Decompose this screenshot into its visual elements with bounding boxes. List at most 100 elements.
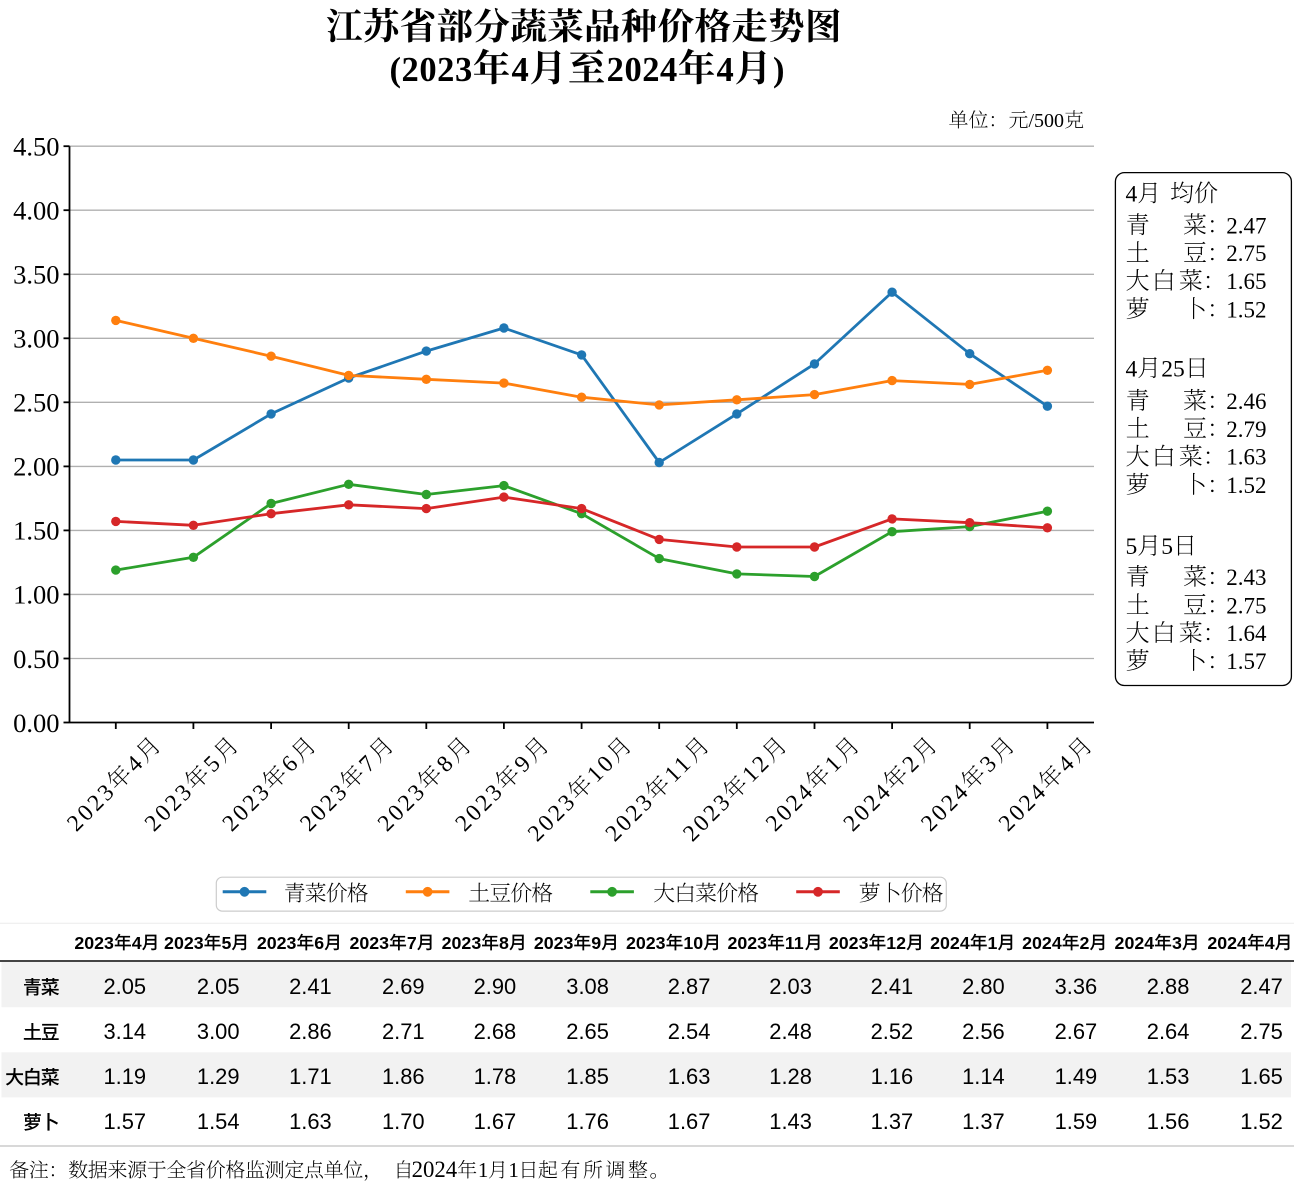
svg-text:11: 11 xyxy=(660,750,698,788)
svg-text:1.86: 1.86 xyxy=(382,1064,425,1089)
svg-text:1.50: 1.50 xyxy=(13,516,59,546)
svg-text:1.37: 1.37 xyxy=(871,1109,914,1134)
svg-text:5: 5 xyxy=(221,933,231,953)
svg-text:3.00: 3.00 xyxy=(197,1019,240,1044)
svg-text:2023: 2023 xyxy=(442,933,482,953)
svg-text:1.63: 1.63 xyxy=(1226,445,1266,470)
svg-text:2023: 2023 xyxy=(74,933,114,953)
svg-text:2.52: 2.52 xyxy=(871,1019,914,1044)
svg-text:0.00: 0.00 xyxy=(13,708,59,738)
svg-text:1.54: 1.54 xyxy=(197,1109,240,1134)
svg-text:1.57: 1.57 xyxy=(1226,649,1266,674)
svg-text:1.63: 1.63 xyxy=(289,1109,332,1134)
svg-text:2.47: 2.47 xyxy=(1240,974,1283,999)
svg-text:1.65: 1.65 xyxy=(1240,1064,1283,1089)
svg-text:2.41: 2.41 xyxy=(871,974,914,999)
svg-text:2024: 2024 xyxy=(412,1157,458,1182)
svg-text:3: 3 xyxy=(1172,933,1182,953)
svg-text:5: 5 xyxy=(1161,534,1173,560)
svg-text:2.47: 2.47 xyxy=(1226,213,1266,238)
svg-text:4.50: 4.50 xyxy=(13,132,59,162)
svg-text:2.69: 2.69 xyxy=(382,974,425,999)
svg-text:2023: 2023 xyxy=(257,933,297,953)
svg-text:4: 4 xyxy=(1265,933,1275,953)
svg-text:2.79: 2.79 xyxy=(1226,417,1266,442)
svg-text:11: 11 xyxy=(785,933,804,953)
svg-text:1.67: 1.67 xyxy=(474,1109,517,1134)
svg-text:1.78: 1.78 xyxy=(474,1064,517,1089)
svg-text:2023: 2023 xyxy=(373,778,432,837)
svg-text:2024: 2024 xyxy=(1022,933,1062,953)
svg-text:3.50: 3.50 xyxy=(13,260,59,290)
svg-text:1.85: 1.85 xyxy=(566,1064,609,1089)
svg-text:7: 7 xyxy=(407,933,417,953)
svg-text:1.16: 1.16 xyxy=(871,1064,914,1089)
svg-text:4: 4 xyxy=(132,933,142,953)
svg-text:2024: 2024 xyxy=(607,51,678,89)
svg-text:4.00: 4.00 xyxy=(13,196,59,226)
svg-text:2023: 2023 xyxy=(601,788,660,847)
svg-text:4: 4 xyxy=(717,51,735,89)
svg-text:2023: 2023 xyxy=(218,778,277,837)
svg-text:12: 12 xyxy=(886,933,906,953)
svg-text:2.03: 2.03 xyxy=(769,974,812,999)
svg-text:2023: 2023 xyxy=(728,933,768,953)
svg-text:2023: 2023 xyxy=(678,788,737,847)
svg-text:2.86: 2.86 xyxy=(289,1019,332,1044)
svg-text:): ) xyxy=(773,51,785,89)
svg-text:2023: 2023 xyxy=(450,778,509,837)
svg-text:2024: 2024 xyxy=(930,933,970,953)
svg-text:2.71: 2.71 xyxy=(382,1019,425,1044)
svg-text:4: 4 xyxy=(511,51,529,89)
svg-text:3.08: 3.08 xyxy=(566,974,609,999)
svg-text:2.41: 2.41 xyxy=(289,974,332,999)
svg-text:2.43: 2.43 xyxy=(1226,565,1266,590)
svg-text:2.05: 2.05 xyxy=(197,974,240,999)
svg-text:3.00: 3.00 xyxy=(13,324,59,354)
svg-text:10: 10 xyxy=(582,749,621,788)
svg-text:9: 9 xyxy=(591,933,601,953)
svg-text:2.75: 2.75 xyxy=(1226,241,1266,266)
svg-text:1.52: 1.52 xyxy=(1240,1109,1283,1134)
svg-text:2.75: 2.75 xyxy=(1240,1019,1283,1044)
svg-text:2.87: 2.87 xyxy=(668,974,711,999)
svg-text:1: 1 xyxy=(508,1158,519,1182)
svg-text:2.65: 2.65 xyxy=(566,1019,609,1044)
svg-text:1.65: 1.65 xyxy=(1226,269,1266,294)
svg-text:2.88: 2.88 xyxy=(1147,974,1190,999)
svg-text:2.48: 2.48 xyxy=(769,1019,812,1044)
svg-text:2.80: 2.80 xyxy=(962,974,1005,999)
svg-text:1: 1 xyxy=(478,1158,489,1182)
svg-text:5: 5 xyxy=(1126,534,1138,560)
svg-text:2.90: 2.90 xyxy=(474,974,517,999)
svg-text:2023: 2023 xyxy=(62,778,121,837)
svg-text:1.70: 1.70 xyxy=(382,1109,425,1134)
svg-text:2.46: 2.46 xyxy=(1226,389,1266,414)
svg-text:2024: 2024 xyxy=(994,778,1053,837)
svg-text:1.76: 1.76 xyxy=(566,1109,609,1134)
svg-text:4: 4 xyxy=(1126,356,1138,382)
svg-text:6: 6 xyxy=(314,933,324,953)
svg-text:1: 1 xyxy=(988,933,998,953)
svg-text:1.49: 1.49 xyxy=(1055,1064,1098,1089)
svg-text:2024: 2024 xyxy=(761,778,820,837)
svg-text:2023: 2023 xyxy=(626,933,666,953)
svg-text:2.64: 2.64 xyxy=(1147,1019,1190,1044)
svg-text:12: 12 xyxy=(737,749,776,788)
svg-text:2.54: 2.54 xyxy=(668,1019,711,1044)
svg-text:2.00: 2.00 xyxy=(13,452,59,482)
svg-text:1.52: 1.52 xyxy=(1226,473,1266,498)
svg-text:3.14: 3.14 xyxy=(103,1019,146,1044)
svg-text:2023: 2023 xyxy=(829,933,869,953)
svg-text:1.57: 1.57 xyxy=(103,1109,146,1134)
svg-text:1.59: 1.59 xyxy=(1055,1109,1098,1134)
svg-text:1.29: 1.29 xyxy=(197,1064,240,1089)
svg-text:/500: /500 xyxy=(1028,110,1064,132)
svg-text:10: 10 xyxy=(683,933,703,953)
svg-text:1.53: 1.53 xyxy=(1147,1064,1190,1089)
svg-text:2023: 2023 xyxy=(164,933,204,953)
svg-text:1.64: 1.64 xyxy=(1226,621,1267,646)
svg-text:2.50: 2.50 xyxy=(13,388,59,418)
svg-text:25: 25 xyxy=(1161,356,1185,382)
svg-text:2.68: 2.68 xyxy=(474,1019,517,1044)
